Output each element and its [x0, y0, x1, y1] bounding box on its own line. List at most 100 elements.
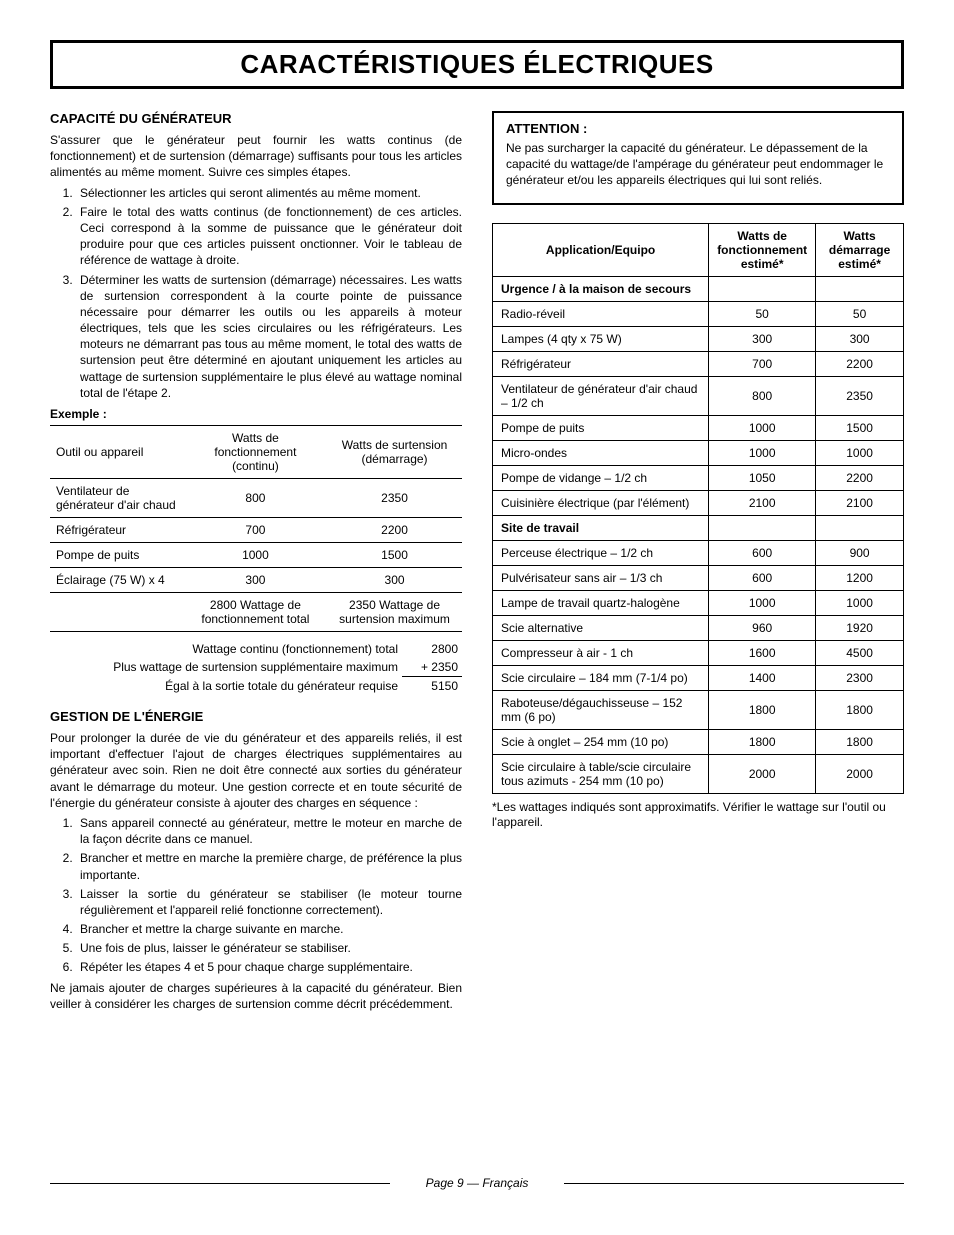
paragraph-energy-end: Ne jamais ajouter de charges supérieures… — [50, 980, 462, 1012]
cell: 2300 — [816, 665, 904, 690]
table-row: Ventilateur de générateur d'air chaud – … — [493, 376, 904, 415]
calc-row: Plus wattage de surtension supplémentair… — [50, 658, 462, 677]
cell: 1600 — [709, 640, 816, 665]
cell: Raboteuse/dégauchisseuse – 152 mm (6 po) — [493, 690, 709, 729]
col-header: Watts de fonctionnement estimé* — [709, 223, 816, 276]
table-row: Pompe de vidange – 1/2 ch10502200 — [493, 465, 904, 490]
calc-label: Wattage continu (fonctionnement) total — [50, 640, 402, 658]
step: Une fois de plus, laisser le générateur … — [76, 940, 462, 956]
step: Laisser la sortie du générateur se stabi… — [76, 886, 462, 918]
cell: Scie circulaire – 184 mm (7-1/4 po) — [493, 665, 709, 690]
table-total-row: 2800 Wattage de fonctionnement total2350… — [50, 593, 462, 632]
cell: 2800 Wattage de fonctionnement total — [184, 593, 327, 632]
table-row: Lampes (4 qty x 75 W)300300 — [493, 326, 904, 351]
cell: 300 — [184, 568, 327, 593]
cell: 1920 — [816, 615, 904, 640]
table-row: Scie circulaire à table/scie circulaire … — [493, 754, 904, 793]
cell: 2200 — [816, 465, 904, 490]
cell: 1800 — [709, 729, 816, 754]
cell: Scie circulaire à table/scie circulaire … — [493, 754, 709, 793]
cell: 900 — [816, 540, 904, 565]
table-row: Scie à onglet – 254 mm (10 po)18001800 — [493, 729, 904, 754]
table-row: Pompe de puits10001500 — [493, 415, 904, 440]
table-row: Lampe de travail quartz-halogène10001000 — [493, 590, 904, 615]
cell: 2100 — [709, 490, 816, 515]
table-header-row: Application/Equipo Watts de fonctionneme… — [493, 223, 904, 276]
capacity-steps: Sélectionner les articles qui seront ali… — [56, 185, 462, 401]
cell: Perceuse électrique – 1/2 ch — [493, 540, 709, 565]
cell: 1000 — [816, 440, 904, 465]
page-title: CARACTÉRISTIQUES ÉLECTRIQUES — [53, 49, 901, 80]
cell: Réfrigérateur — [50, 518, 184, 543]
step: Déterminer les watts de surtension (déma… — [76, 272, 462, 402]
cell: 300 — [709, 326, 816, 351]
cell: 2200 — [327, 518, 462, 543]
cell: 1050 — [709, 465, 816, 490]
section-row: Urgence / à la maison de secours — [493, 276, 904, 301]
cell: 700 — [709, 351, 816, 376]
heading-capacity: CAPACITÉ DU GÉNÉRATEUR — [50, 111, 462, 126]
calc-value: + 2350 — [402, 658, 462, 677]
cell: 1000 — [184, 543, 327, 568]
section-label: Site de travail — [493, 515, 709, 540]
cell — [50, 593, 184, 632]
cell: 600 — [709, 565, 816, 590]
cell: 800 — [184, 479, 327, 518]
step: Sans appareil connecté au générateur, me… — [76, 815, 462, 847]
page-footer: Page 9 — Français — [50, 1176, 904, 1190]
cell: 1800 — [709, 690, 816, 729]
energy-steps: Sans appareil connecté au générateur, me… — [56, 815, 462, 976]
calculation-summary: Wattage continu (fonctionnement) total28… — [50, 640, 462, 695]
col-header: Watts démarrage estimé* — [816, 223, 904, 276]
cell: Cuisinière électrique (par l'élément) — [493, 490, 709, 515]
calc-label: Égal à la sortie totale du générateur re… — [50, 677, 402, 696]
step: Sélectionner les articles qui seront ali… — [76, 185, 462, 201]
section-row: Site de travail — [493, 515, 904, 540]
col-header: Application/Equipo — [493, 223, 709, 276]
cell: 2000 — [816, 754, 904, 793]
table-row: Pulvérisateur sans air – 1/3 ch6001200 — [493, 565, 904, 590]
cell: Pulvérisateur sans air – 1/3 ch — [493, 565, 709, 590]
wattage-table: Application/Equipo Watts de fonctionneme… — [492, 223, 904, 794]
cell: 1000 — [709, 590, 816, 615]
attention-box: ATTENTION : Ne pas surcharger la capacit… — [492, 111, 904, 205]
col-header: Watts de surtension (démarrage) — [327, 426, 462, 479]
attention-body: Ne pas surcharger la capacité du générat… — [506, 140, 890, 189]
calc-value: 2800 — [402, 640, 462, 658]
cell: 2350 Wattage de surtension maximum — [327, 593, 462, 632]
two-column-layout: CAPACITÉ DU GÉNÉRATEUR S'assurer que le … — [50, 111, 904, 1016]
table-row: Réfrigérateur7002200 — [493, 351, 904, 376]
cell: 800 — [709, 376, 816, 415]
cell: 1800 — [816, 690, 904, 729]
cell: 1500 — [327, 543, 462, 568]
cell: 2350 — [327, 479, 462, 518]
heading-energy: GESTION DE L'ÉNERGIE — [50, 709, 462, 724]
calc-row: Égal à la sortie totale du générateur re… — [50, 677, 462, 696]
table-row: Éclairage (75 W) x 4300300 — [50, 568, 462, 593]
cell: 1000 — [709, 415, 816, 440]
calc-label: Plus wattage de surtension supplémentair… — [50, 658, 402, 677]
page-title-box: CARACTÉRISTIQUES ÉLECTRIQUES — [50, 40, 904, 89]
cell: Ventilateur de générateur d'air chaud – … — [493, 376, 709, 415]
calc-value: 5150 — [402, 677, 462, 696]
table-row: Pompe de puits10001500 — [50, 543, 462, 568]
table-row: Cuisinière électrique (par l'élément)210… — [493, 490, 904, 515]
attention-title: ATTENTION : — [506, 121, 890, 136]
cell: Réfrigérateur — [493, 351, 709, 376]
cell: 960 — [709, 615, 816, 640]
table-row: Radio-réveil5050 — [493, 301, 904, 326]
cell: 600 — [709, 540, 816, 565]
cell — [709, 515, 816, 540]
cell: 2100 — [816, 490, 904, 515]
cell: Scie à onglet – 254 mm (10 po) — [493, 729, 709, 754]
cell: Scie alternative — [493, 615, 709, 640]
cell — [709, 276, 816, 301]
cell — [816, 515, 904, 540]
cell: Radio-réveil — [493, 301, 709, 326]
step: Brancher et mettre la charge suivante en… — [76, 921, 462, 937]
table-row: Ventilateur de générateur d'air chaud800… — [50, 479, 462, 518]
cell — [816, 276, 904, 301]
cell: 2000 — [709, 754, 816, 793]
cell: 50 — [709, 301, 816, 326]
paragraph-capacity: S'assurer que le générateur peut fournir… — [50, 132, 462, 181]
